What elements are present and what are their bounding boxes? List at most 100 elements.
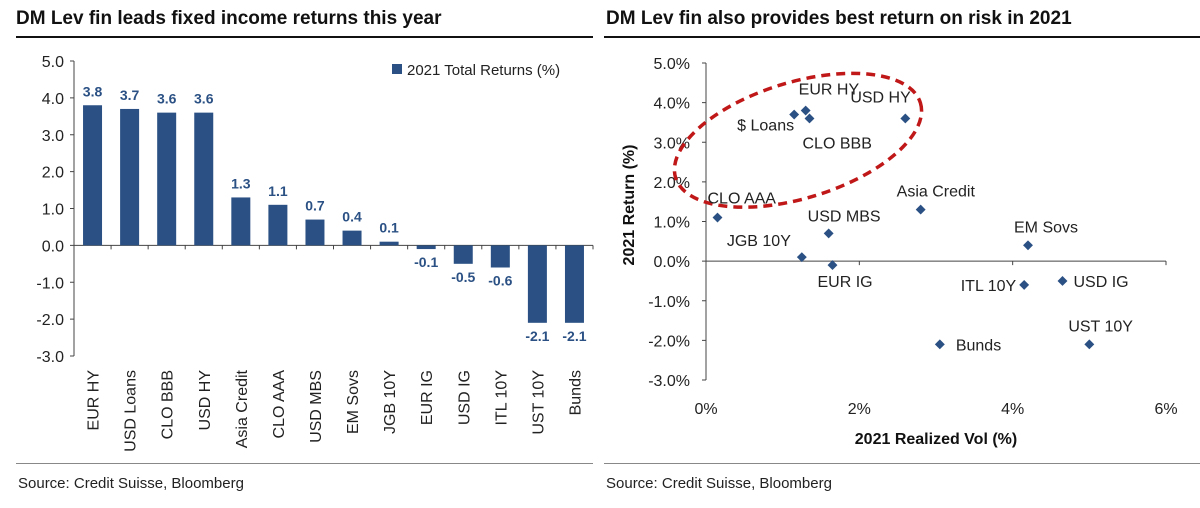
left-chart-panel: DM Lev fin leads fixed income returns th… xyxy=(0,0,594,508)
y-tick-label: 1.0 xyxy=(42,202,64,219)
y-tick-label: -2.0% xyxy=(648,333,690,350)
y-tick-label: -2.0 xyxy=(36,312,64,329)
bar-data-label: 0.4 xyxy=(342,209,362,225)
x-category-label: CLO BBB xyxy=(160,370,177,439)
highlight-ellipse xyxy=(672,71,924,209)
bar-data-label: 1.3 xyxy=(231,175,251,191)
bar-data-label: 3.6 xyxy=(194,91,214,107)
bar xyxy=(194,112,214,246)
point-label: ITL 10Y xyxy=(961,278,1017,295)
bar xyxy=(490,245,510,268)
bar xyxy=(416,245,436,250)
x-category-label: CLO AAA xyxy=(271,370,288,439)
bar xyxy=(564,245,584,323)
scatter-point xyxy=(712,212,723,223)
point-label: EUR HY xyxy=(799,82,860,99)
bar-chart-title: DM Lev fin leads fixed income returns th… xyxy=(16,8,442,29)
scatter-point xyxy=(1084,339,1095,350)
bar-data-label: -2.1 xyxy=(562,328,586,344)
bar-data-label: 1.1 xyxy=(268,183,288,199)
source-rule xyxy=(16,463,593,464)
legend-swatch xyxy=(392,64,402,74)
scatter-point xyxy=(1019,279,1030,290)
x-category-label: USD MBS xyxy=(308,370,325,443)
x-category-label: ITL 10Y xyxy=(493,370,510,426)
bar xyxy=(83,105,103,246)
x-category-label: USD HY xyxy=(197,370,214,431)
bar xyxy=(268,204,288,246)
x-category-label: UST 10Y xyxy=(530,370,547,435)
bar-data-label: -0.6 xyxy=(488,273,512,289)
x-tick-label: 0% xyxy=(694,401,717,418)
scatter-point xyxy=(1057,275,1068,286)
scatter-chart: 5.0%4.0%3.0%2.0%1.0%0.0%-1.0%-2.0%-3.0%0… xyxy=(621,56,1178,448)
bar-data-label: -0.1 xyxy=(414,254,438,270)
x-category-label: EUR HY xyxy=(86,370,103,431)
legend-label: 2021 Total Returns (%) xyxy=(407,62,560,79)
title-rule xyxy=(604,36,1200,38)
source-rule xyxy=(604,463,1200,464)
scatter-point xyxy=(915,204,926,215)
x-category-label: USD Loans xyxy=(123,370,140,452)
bar xyxy=(527,245,547,323)
x-tick-label: 4% xyxy=(1001,401,1024,418)
y-tick-label: -1.0% xyxy=(648,294,690,311)
right-chart-panel: DM Lev fin also provides best return on … xyxy=(604,0,1200,508)
point-label: EM Sovs xyxy=(1014,219,1078,236)
x-category-label: Asia Credit xyxy=(234,369,251,448)
y-tick-label: 5.0 xyxy=(42,54,64,71)
bar xyxy=(453,245,473,264)
scatter-chart-source: Source: Credit Suisse, Bloomberg xyxy=(606,475,832,492)
scatter-chart-title: DM Lev fin also provides best return on … xyxy=(606,8,1072,29)
bar-data-label: -0.5 xyxy=(451,269,475,285)
bar-data-label: 3.6 xyxy=(157,91,177,107)
scatter-point xyxy=(827,260,838,271)
x-category-label: USD IG xyxy=(456,370,473,425)
y-tick-label: 5.0% xyxy=(654,56,690,73)
bar-data-label: 3.7 xyxy=(120,87,140,103)
point-label: JGB 10Y xyxy=(727,233,791,250)
bar-data-label: 0.1 xyxy=(379,220,399,236)
bar xyxy=(305,219,325,246)
scatter-point xyxy=(900,113,911,124)
point-label: CLO BBB xyxy=(803,135,872,152)
bar-data-label: 3.8 xyxy=(83,83,103,99)
bar-chart-source: Source: Credit Suisse, Bloomberg xyxy=(18,475,244,492)
point-label: USD HY xyxy=(850,89,911,106)
bar-chart: 5.0 4.0 3.0 2.0 1.0 0.0 -1.0 -2.0 -3.0 3.8 EUR HY 3… xyxy=(36,54,594,452)
point-label: Asia Credit xyxy=(897,184,976,201)
x-category-label: EM Sovs xyxy=(345,370,362,434)
y-tick-label: -3.0% xyxy=(648,373,690,390)
y-tick-label: 0.0% xyxy=(654,254,690,271)
y-tick-label: 3.0 xyxy=(42,128,64,145)
bar-data-label: -2.1 xyxy=(525,328,549,344)
y-tick-label: 4.0 xyxy=(42,91,64,108)
scatter-point xyxy=(823,228,834,239)
x-category-label: JGB 10Y xyxy=(382,370,399,434)
x-tick-label: 2% xyxy=(848,401,871,418)
bar xyxy=(120,108,140,246)
bar xyxy=(231,197,251,246)
point-label: UST 10Y xyxy=(1068,318,1133,335)
title-rule xyxy=(16,36,593,38)
y-tick-label: -3.0 xyxy=(36,349,64,366)
bar-data-label: 0.7 xyxy=(305,198,325,214)
bar xyxy=(342,230,362,246)
x-tick-label: 6% xyxy=(1154,401,1177,418)
scatter-point xyxy=(1023,240,1033,251)
point-label: USD IG xyxy=(1074,274,1129,291)
x-category-label: EUR IG xyxy=(419,370,436,425)
bar xyxy=(157,112,177,246)
point-label: EUR IG xyxy=(818,274,873,291)
scatter-point xyxy=(934,339,945,350)
point-label: $ Loans xyxy=(737,118,794,135)
x-axis-title: 2021 Realized Vol (%) xyxy=(855,431,1017,448)
x-category-label: Bunds xyxy=(567,370,584,415)
point-label: CLO AAA xyxy=(708,191,777,208)
scatter-point xyxy=(804,113,815,124)
y-axis-title: 2021 Return (%) xyxy=(621,145,638,266)
y-tick-label: -1.0 xyxy=(36,275,64,292)
y-tick-label: 0.0 xyxy=(42,238,64,255)
y-tick-label: 2.0 xyxy=(42,165,64,182)
point-label: USD MBS xyxy=(808,208,881,225)
